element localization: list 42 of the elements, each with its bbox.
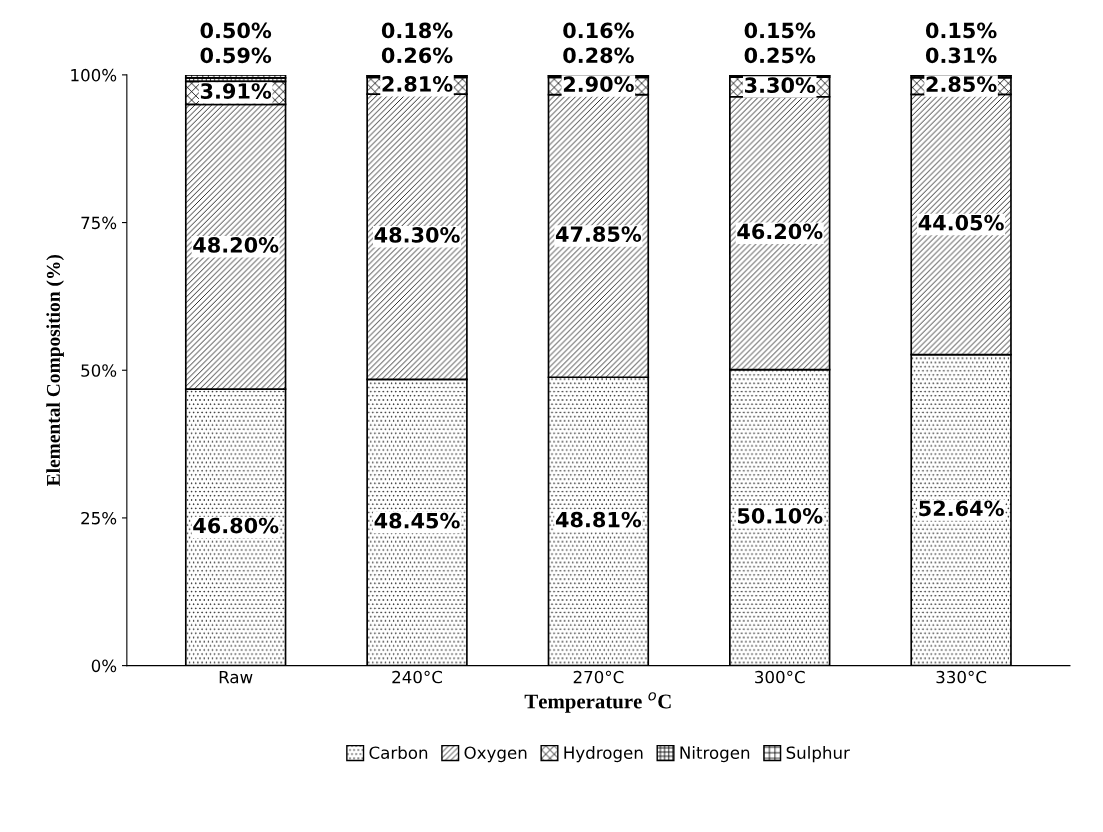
data-label: 3.30% xyxy=(744,77,816,94)
x-axis-title: Temperature $^{o}$C xyxy=(524,692,671,713)
x-tick-label: 300°C xyxy=(755,670,805,684)
y-tick-label: 75% xyxy=(81,216,117,230)
legend-label: Nitrogen xyxy=(680,746,750,763)
data-label: 48.30% xyxy=(374,227,460,243)
y-tick-label: 50% xyxy=(81,364,117,377)
legend-label: Hydrogen xyxy=(564,746,643,763)
data-label: 0.28% xyxy=(563,47,634,64)
data-label: 47.85% xyxy=(555,226,642,242)
data-label: 0.59% xyxy=(200,47,272,64)
data-label: 2.81% xyxy=(382,76,453,92)
x-tick-label: 270°C xyxy=(573,670,624,684)
data-label: 0.25% xyxy=(744,47,816,64)
data-label: 0.16% xyxy=(563,22,634,39)
data-label: 46.80% xyxy=(193,517,279,534)
y-axis-title: Elemental Composition (%) xyxy=(46,254,64,487)
data-label: 3.91% xyxy=(200,83,272,99)
data-label: 48.20% xyxy=(193,237,279,253)
data-label: 0.50% xyxy=(200,22,272,39)
x-tick-label: Raw xyxy=(219,670,253,684)
data-label: 0.31% xyxy=(925,47,997,64)
y-tick-label: 100% xyxy=(71,68,117,82)
x-tick-label: 330°C xyxy=(936,670,987,684)
data-label: 46.20% xyxy=(737,223,823,240)
y-tick-label: 25% xyxy=(81,511,117,525)
data-label: 50.10% xyxy=(737,507,823,524)
data-label: 2.90% xyxy=(563,76,634,93)
y-tick-label: 0% xyxy=(91,659,117,673)
data-label: 0.15% xyxy=(744,22,816,39)
data-label: 0.18% xyxy=(381,22,453,39)
data-label: 48.81% xyxy=(555,511,642,528)
data-label: 0.15% xyxy=(925,22,997,39)
data-label: 2.85% xyxy=(926,76,997,93)
data-label: 0.26% xyxy=(381,47,453,64)
legend-label: Oxygen xyxy=(464,746,527,763)
legend-label: Carbon xyxy=(369,746,428,759)
data-label: 44.05% xyxy=(918,214,1004,231)
legend-label: Sulphur xyxy=(786,746,850,763)
data-label: 52.64% xyxy=(919,500,1004,517)
data-label: 48.45% xyxy=(374,512,460,529)
x-tick-label: 240°C xyxy=(392,670,443,684)
